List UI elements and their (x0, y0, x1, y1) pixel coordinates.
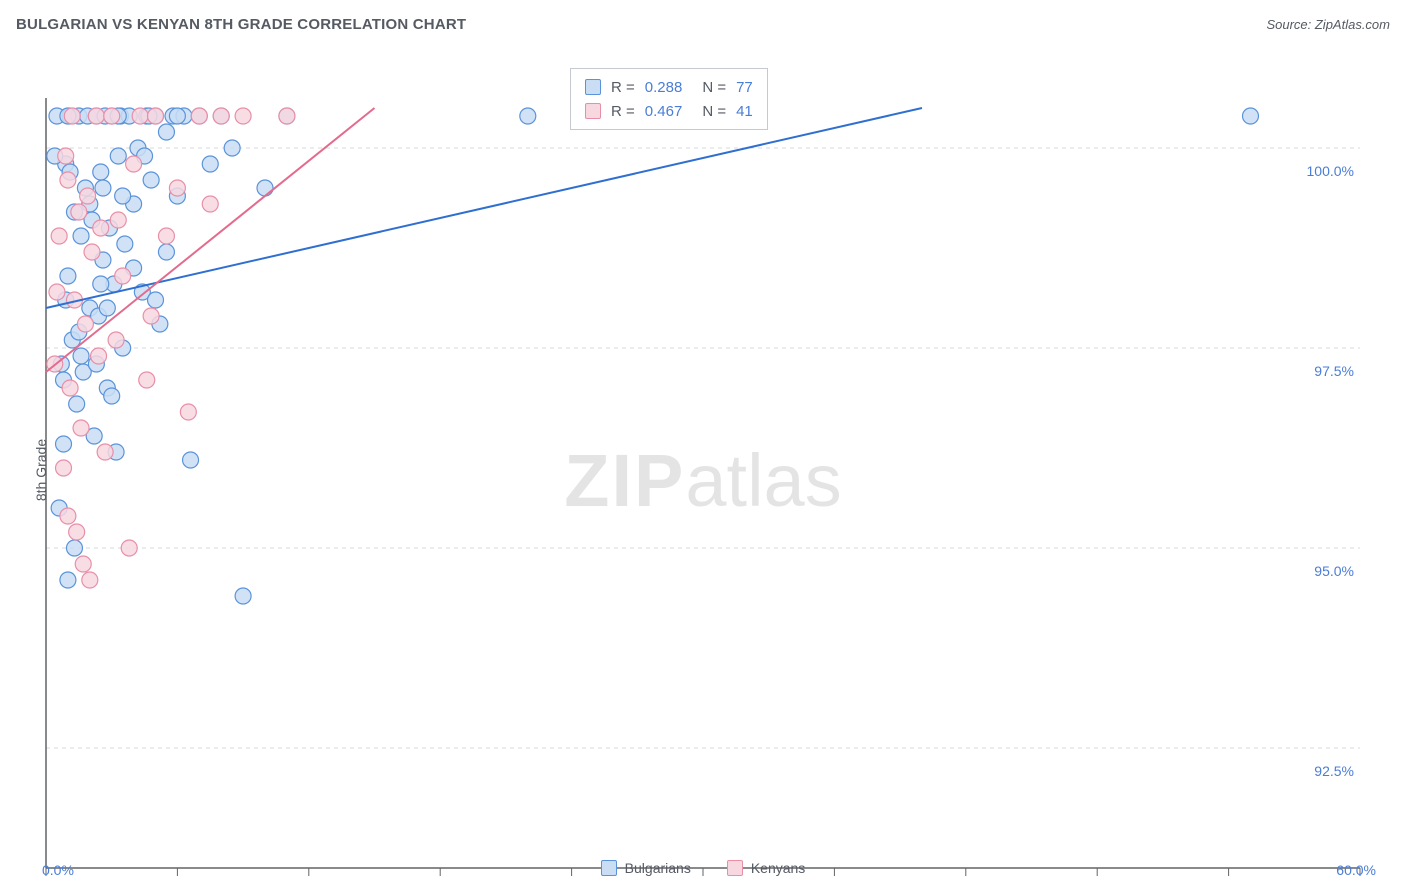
series-swatch (585, 79, 601, 95)
legend-label: Bulgarians (625, 860, 691, 876)
y-axis-title: 8th Grade (33, 439, 49, 501)
legend-bottom: Bulgarians Kenyans (0, 860, 1406, 876)
svg-text:92.5%: 92.5% (1314, 763, 1354, 779)
svg-text:95.0%: 95.0% (1314, 563, 1354, 579)
legend-label: Kenyans (751, 860, 805, 876)
legend-swatch (727, 860, 743, 876)
series-swatch (585, 103, 601, 119)
svg-text:100.0%: 100.0% (1307, 163, 1354, 179)
stat-row: R =0.288N =77 (585, 75, 753, 99)
source-label: Source: ZipAtlas.com (1266, 17, 1390, 32)
svg-text:97.5%: 97.5% (1314, 363, 1354, 379)
scatter-plot-svg: 92.5% 95.0% 97.5% 100.0% (0, 48, 1406, 892)
legend-swatch (601, 860, 617, 876)
correlation-stats-box: R =0.288N =77R =0.467N =41 (570, 68, 768, 130)
legend-item: Bulgarians (601, 860, 691, 876)
chart-title: BULGARIAN VS KENYAN 8TH GRADE CORRELATIO… (16, 16, 466, 33)
chart-header: BULGARIAN VS KENYAN 8TH GRADE CORRELATIO… (0, 0, 1406, 48)
stat-row: R =0.467N =41 (585, 99, 753, 123)
legend-item: Kenyans (727, 860, 805, 876)
chart-area: 92.5%95.0%97.5%100.0% ZIPatlas 8th Grade… (0, 48, 1406, 892)
x-axis-min-label: 0.0% (42, 862, 74, 878)
x-axis-max-label: 60.0% (1336, 862, 1376, 878)
